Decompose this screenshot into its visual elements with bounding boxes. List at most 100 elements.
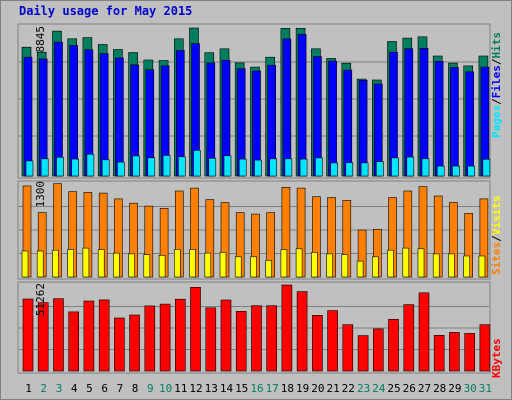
sites-bar [97,249,105,278]
x-tick-label: 29 [448,382,461,395]
y-max-label: 51262 [34,283,47,316]
pages-bar [467,165,476,177]
kbytes-bar [479,324,491,372]
sites-bar [265,260,273,278]
sites-bar [82,247,90,278]
kbytes-bar [372,328,384,372]
legend-sites: Sites [490,242,503,275]
pages-bar [40,158,49,177]
series-legend: KBytes [490,338,503,378]
files-bar [328,60,337,177]
pages-bar [208,158,217,177]
kbytes-bar [296,291,308,372]
kbytes-bar [190,286,201,372]
x-tick-label: 2 [40,382,47,395]
kbytes-bar [37,302,49,372]
files-bar [465,71,475,177]
sites-bar [478,255,486,278]
legend-files: Files [490,65,503,98]
kbytes-bar [144,305,156,372]
x-tick-label: 13 [205,382,218,395]
pages-bar [482,159,491,177]
pages-bar [117,161,125,177]
kbytes-bar [159,303,171,372]
kbytes-bar [53,298,64,372]
sites-bar [463,255,471,278]
files-bar [23,56,33,177]
files-bar [69,45,78,177]
sites-bar [326,253,333,278]
x-tick-label: 26 [403,382,416,395]
x-tick-label: 24 [372,382,386,395]
legend-hits: Hits [490,32,503,59]
pages-bar [436,165,445,177]
kbytes-bar [22,298,34,372]
x-tick-label: 8 [132,382,139,395]
sites-bar [402,247,410,278]
sites-bar [52,249,59,278]
sites-bar [67,249,74,278]
x-tick-label: 19 [296,382,309,395]
x-tick-label: 15 [235,382,248,395]
sites-bar [113,252,120,278]
files-bar [419,47,429,177]
x-tick-label: 4 [71,382,78,395]
kbytes-bar [342,324,354,372]
sites-bar [204,252,212,278]
kbytes-bar [281,284,293,372]
x-tick-label: 25 [387,382,400,395]
pages-bar [25,160,34,177]
x-tick-label: 17 [266,382,279,395]
kbytes-bar [205,307,217,372]
pages-bar [86,153,95,177]
kbytes-bar [388,318,399,372]
files-bar [450,67,459,177]
x-tick-label: 20 [311,382,324,395]
x-tick-label: 27 [418,382,431,395]
pages-bar [223,155,232,177]
pages-bar [147,157,156,177]
sites-bar [417,248,425,278]
x-tick-label: 21 [326,382,339,395]
x-tick-label: 7 [117,382,124,395]
pages-bar [238,158,247,177]
x-tick-label: 18 [281,382,294,395]
x-tick-label: 28 [433,382,446,395]
y-max-label: 8845 [34,26,47,53]
sites-bar [36,250,44,278]
legend-pages: Pages [490,105,503,138]
kbytes-bar [98,299,110,372]
pages-bar [391,157,399,177]
kbytes-bar [220,299,232,372]
kbytes-bar [175,298,186,372]
legend-kbytes: KBytes [490,338,503,378]
kbytes-bar [235,310,247,372]
files-bar [297,33,307,177]
sites-bar [387,249,394,278]
x-tick-label: 9 [147,382,154,395]
kbytes-bar [418,292,430,372]
x-tick-label: 23 [357,382,370,395]
sites-bar [189,249,196,278]
files-bar [389,51,398,177]
sites-bar [295,248,303,278]
x-tick-label: 11 [174,382,187,395]
pages-bar [299,158,308,177]
files-bar [54,41,63,177]
sites-bar [143,254,151,278]
sites-bar [432,253,440,278]
kbytes-bar [357,335,369,372]
pages-bar [101,159,110,177]
legend-separator: / [490,98,503,105]
pages-bar [421,158,430,177]
files-bar [115,57,124,177]
sites-bar [219,252,227,278]
sites-bar [234,256,242,278]
sites-bar [341,254,349,278]
pages-bar [452,165,460,177]
y-max-label: 1300 [34,181,47,208]
kbytes-bar [433,334,445,372]
kbytes-bar [68,311,79,372]
legend-visits: Visits [490,196,503,236]
files-bar [99,53,109,177]
